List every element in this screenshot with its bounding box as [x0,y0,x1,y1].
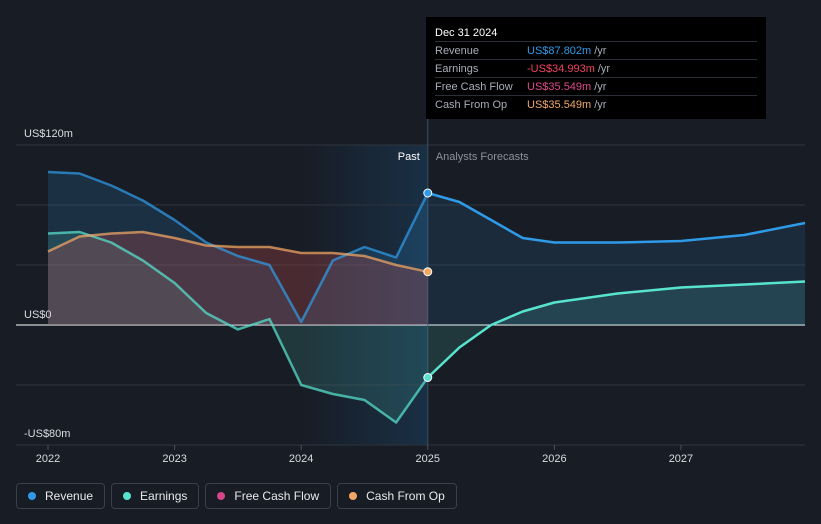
earnings-forecast-line [426,280,806,379]
tooltip-row-unit: /yr [594,44,607,57]
tooltip-row-value: US$35.549m [527,98,592,111]
earnings-forecast-area [427,281,805,378]
tooltip-row-cash-from-op: Cash From Op US$35.549m /yr [435,95,757,113]
legend-label: Free Cash Flow [234,489,320,503]
revenue-forecast-line [427,191,806,244]
tooltip-row-label: Revenue [435,44,480,57]
legend-item-earnings[interactable]: Earnings [111,483,200,509]
tooltip-row-unit: /yr [597,62,611,75]
tooltip-row-label: Cash From Op [435,98,508,111]
tooltip-row-unit: /yr [594,80,607,93]
legend-item-revenue[interactable]: Revenue [16,483,106,509]
series-lines [47,170,806,424]
x-tick-label: 2025 [416,453,440,465]
tooltip-row-value: US$87.802m [527,44,592,57]
past-highlight-band [300,145,427,445]
chart-legend: Revenue Earnings Free Cash Flow Cash Fro… [16,483,457,509]
x-tick-label: 2027 [669,453,693,465]
tooltip-date: Dec 31 2024 [435,27,498,39]
cash-from-op-past-line [47,230,429,274]
legend-dot-icon [123,492,132,500]
tooltip-row-value: -US$34.993m [527,62,595,75]
plot-dark-region [0,120,300,445]
highlight-dots [423,188,433,382]
axis-labels: US$120m US$0 -US$80m 2022 2023 2024 2025 2026 20… [24,128,693,465]
x-tick-label: 2022 [36,453,60,465]
past-label: Past [398,151,420,163]
tooltip-row-label: Earnings [435,62,479,75]
legend-dot-icon [349,492,358,500]
earnings-highlight-point [423,373,433,382]
y-label-zero: US$0 [24,309,52,321]
cash-from-op-highlight-point [423,267,433,277]
cash-from-op-past-area [48,232,428,325]
legend-label: Revenue [45,489,94,503]
forecast-label: Analysts Forecasts [436,151,529,163]
revenue-forecast-area [427,193,805,325]
tooltip-panel: Dec 31 2024 Revenue US$87.802m /yr Earni… [426,17,766,119]
grid-lines [16,119,805,450]
revenue-past-area [48,172,428,325]
y-label-bottom: -US$80m [24,428,70,440]
earnings-past-area [48,232,428,423]
x-tick-label: 2026 [542,453,566,465]
legend-item-free-cash-flow[interactable]: Free Cash Flow [205,483,332,509]
legend-label: Cash From Op [366,489,445,503]
legend-dot-icon [217,492,226,500]
tooltip-row-earnings: Earnings -US$34.993m /yr [435,59,757,77]
series-areas [48,172,805,423]
y-label-top: US$120m [24,128,73,140]
tooltip-row-label: Free Cash Flow [435,80,513,93]
legend-dot-icon [28,492,36,500]
tooltip-row-unit: /yr [594,98,607,111]
tooltip-row-free-cash-flow: Free Cash Flow US$35.549m /yr [435,77,757,95]
earnings-past-line [47,230,429,424]
legend-label: Earnings [140,489,188,503]
tooltip-row-revenue: Revenue US$87.802m /yr [435,41,757,59]
revenue-highlight-point [423,188,433,198]
legend-item-cash-from-op[interactable]: Cash From Op [337,483,457,509]
revenue-past-line [47,170,429,324]
x-tick-label: 2023 [162,453,186,465]
x-tick-label: 2024 [289,453,313,465]
tooltip-row-value: US$35.549m [527,80,592,93]
